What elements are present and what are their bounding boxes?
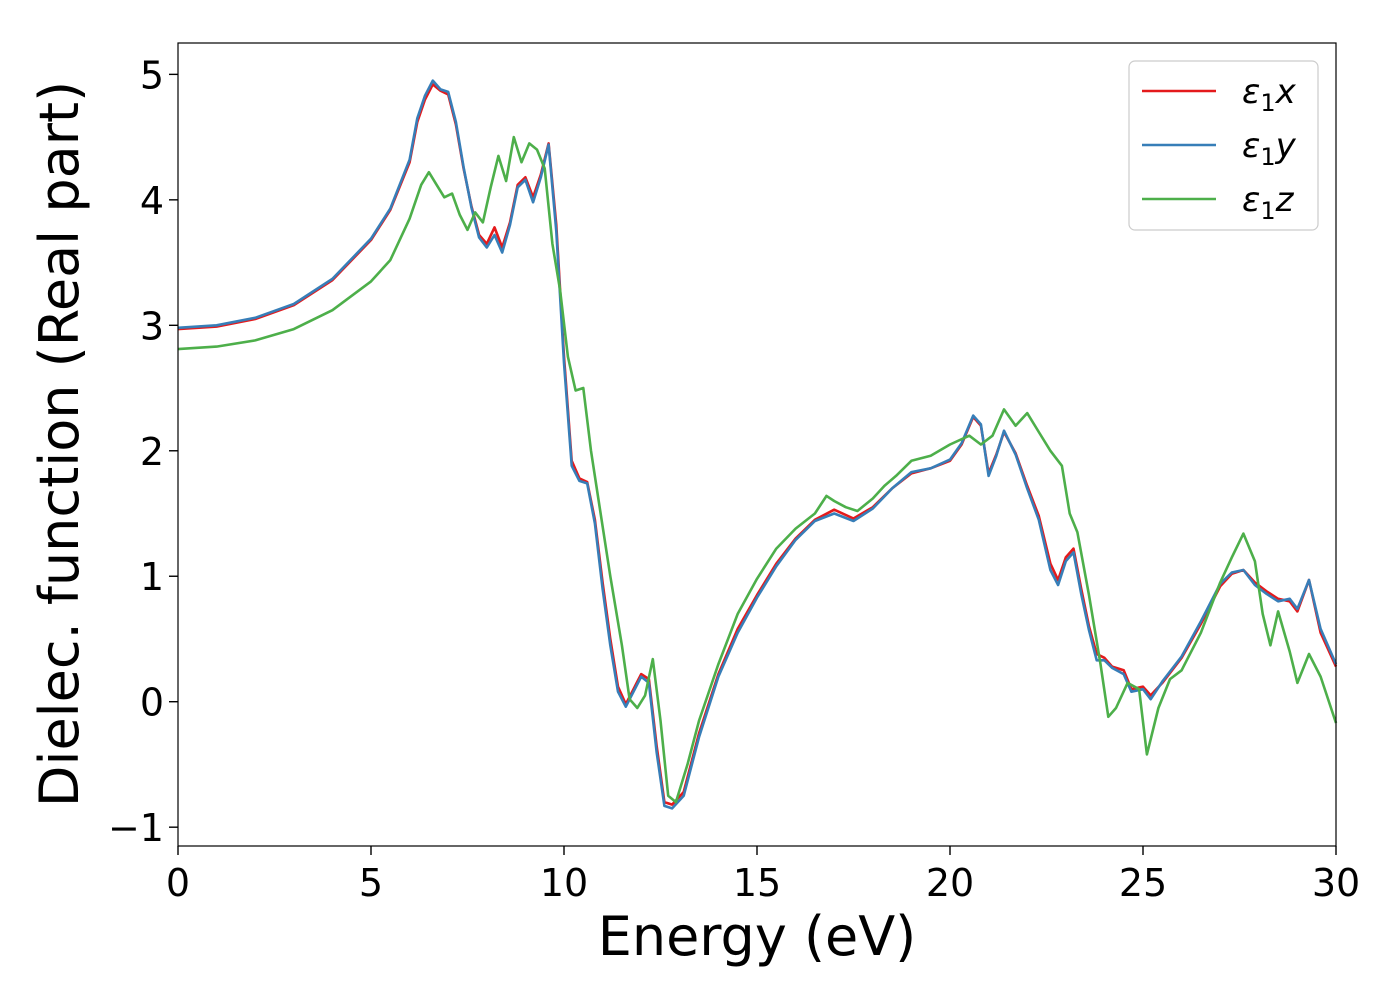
series-line-z xyxy=(177,135,1338,804)
y-tick-label: 0 xyxy=(140,681,164,725)
x-axis-label: Energy (eV) xyxy=(598,905,917,968)
x-tick-label: 15 xyxy=(733,861,781,905)
y-tick-label: 5 xyxy=(140,53,164,97)
legend-box xyxy=(1128,60,1319,231)
y-axis-ticks: −1 0 1 2 3 4 5 xyxy=(108,53,178,850)
y-axis-label: Dielec. function (Real part) xyxy=(28,81,91,807)
x-tick-label: 30 xyxy=(1312,861,1360,905)
x-axis-ticks: 0 5 10 15 20 25 30 xyxy=(166,846,1360,905)
y-tick-label: 3 xyxy=(140,304,164,348)
y-tick-label: −1 xyxy=(108,806,164,850)
legend-label-x: ε1x xyxy=(1242,72,1297,117)
x-tick-label: 5 xyxy=(359,861,383,905)
x-tick-label: 20 xyxy=(926,861,974,905)
x-tick-label: 25 xyxy=(1119,861,1167,905)
x-tick-label: 10 xyxy=(540,861,588,905)
y-tick-label: 1 xyxy=(140,555,164,599)
legend: ε1x ε1y ε1z xyxy=(1128,60,1319,231)
y-tick-label: 4 xyxy=(140,179,164,223)
legend-label-z: ε1z xyxy=(1242,180,1295,225)
x-tick-label: 0 xyxy=(166,861,190,905)
legend-label-y: ε1y xyxy=(1242,126,1297,171)
y-tick-label: 2 xyxy=(140,430,164,474)
series-layer xyxy=(177,79,1338,810)
